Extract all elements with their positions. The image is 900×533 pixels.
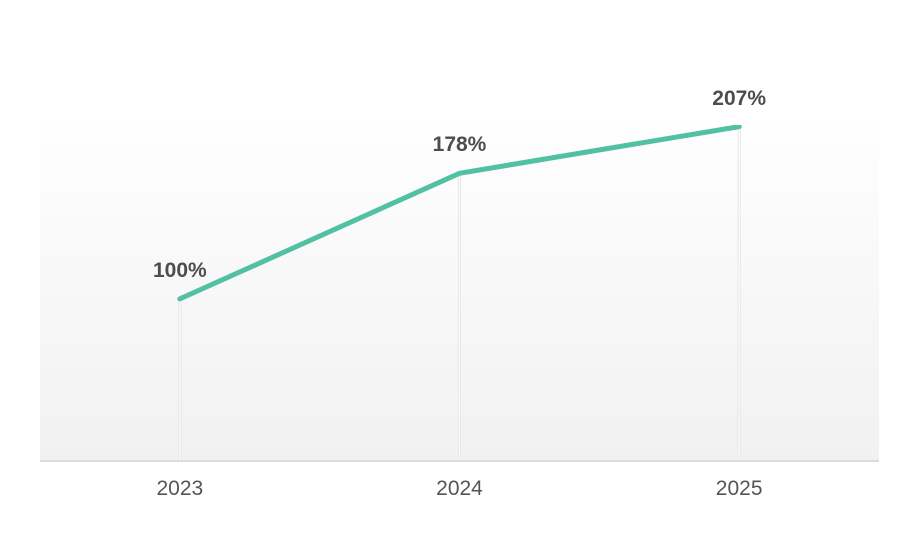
value-label-2023: 100% [152,258,207,282]
dropline-2024 [458,173,461,460]
value-label-2025: 207% [712,86,767,110]
dropline-2025 [737,126,741,460]
x-tick-2025: 2025 [715,477,763,500]
x-tick-2024: 2024 [436,477,483,500]
x-tick-2023: 2023 [156,477,204,500]
trend-line [177,125,742,302]
dropline-2023 [178,298,182,460]
value-label-2024: 178% [432,133,487,157]
trend-line-graphic [177,125,742,460]
plot-area [40,125,879,462]
